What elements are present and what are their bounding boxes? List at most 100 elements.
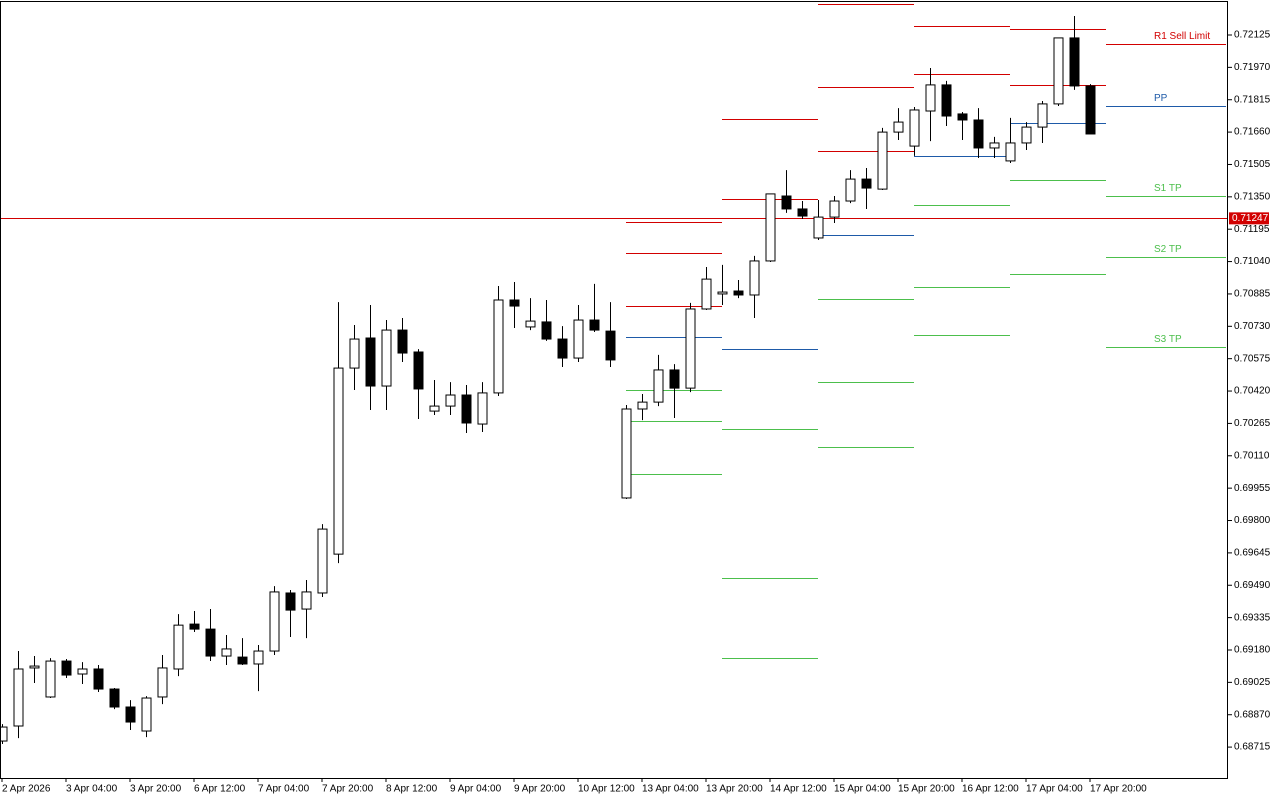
candle-body (1069, 37, 1080, 87)
candle-body (509, 299, 520, 307)
pivot-label: S2 TP (1154, 244, 1182, 255)
candle-body (1053, 37, 1064, 105)
candle-body (1085, 85, 1096, 135)
candle-body (349, 338, 360, 369)
candle-body (269, 591, 280, 652)
candle-body (77, 668, 88, 675)
y-tick-label: 0.69955 (1234, 483, 1271, 494)
candle-body (93, 668, 104, 690)
candle-body (45, 660, 56, 698)
y-tick-label: 0.70575 (1234, 353, 1271, 364)
candle-body (877, 131, 888, 190)
x-tick-label: 13 Apr 04:00 (642, 784, 699, 795)
candle-body (861, 178, 872, 189)
candle-body (1021, 126, 1032, 144)
candle-body (1, 726, 8, 742)
candle-body (157, 667, 168, 698)
candle-body (141, 697, 152, 732)
x-tick-label: 9 Apr 04:00 (450, 784, 502, 795)
candle-body (29, 665, 40, 669)
candle-body (109, 688, 120, 708)
plot-frame (0, 1, 1228, 779)
candle-body (909, 109, 920, 147)
candle-body (445, 394, 456, 407)
y-tick-label: 0.70420 (1234, 386, 1271, 397)
candle-body (541, 321, 552, 340)
candle-body (669, 369, 680, 389)
candle-body (653, 369, 664, 403)
candle-body (781, 195, 792, 210)
candle-body (717, 291, 728, 295)
x-tick-label: 15 Apr 20:00 (898, 784, 955, 795)
x-tick-label: 13 Apr 20:00 (706, 784, 763, 795)
candle-body (701, 278, 712, 310)
candle-body (253, 650, 264, 665)
x-tick-label: 7 Apr 04:00 (258, 784, 310, 795)
y-tick-label: 0.70730 (1234, 321, 1271, 332)
candle-body (61, 660, 72, 676)
candle-body (13, 668, 24, 727)
candle-body (829, 200, 840, 218)
candle-body (189, 623, 200, 630)
x-tick-label: 3 Apr 04:00 (66, 784, 118, 795)
x-tick-label: 8 Apr 12:00 (386, 784, 438, 795)
x-tick-label: 2 Apr 2026 (2, 784, 51, 795)
candle-body (333, 367, 344, 555)
candle-body (461, 394, 472, 424)
y-tick-label: 0.69025 (1234, 677, 1271, 688)
pivot-label: PP (1154, 93, 1168, 104)
candle-body (381, 329, 392, 387)
candle-body (765, 193, 776, 262)
candle-body (125, 706, 136, 723)
y-tick-label: 0.71815 (1234, 94, 1271, 105)
candle-body (893, 121, 904, 133)
candle-body (221, 648, 232, 657)
candle-body (477, 392, 488, 425)
candle-body (637, 401, 648, 410)
candle-body (813, 216, 824, 239)
plot-area: R1 Sell Limit PP S1 TP S2 TP S3 TP (1, 4, 1227, 744)
candle-body (621, 408, 632, 499)
x-tick-label: 17 Apr 20:00 (1090, 784, 1147, 795)
candle-body (973, 119, 984, 149)
candle-body (285, 592, 296, 611)
candle-body (749, 260, 760, 296)
candle-body (1005, 142, 1016, 162)
x-tick-label: 3 Apr 20:00 (130, 784, 182, 795)
y-tick-label: 0.68715 (1234, 742, 1271, 753)
y-tick-label: 0.70110 (1234, 450, 1270, 461)
candle-body (317, 528, 328, 594)
current-price-box (1229, 212, 1269, 225)
y-tick-label: 0.68870 (1234, 709, 1271, 720)
candle-body (685, 308, 696, 389)
x-tick-label: 17 Apr 04:00 (1026, 784, 1083, 795)
y-tick-label: 0.71040 (1234, 256, 1271, 267)
candle-body (605, 330, 616, 361)
y-tick-label: 0.69180 (1234, 645, 1271, 656)
candle-body (589, 319, 600, 331)
x-tick-label: 9 Apr 20:00 (514, 784, 566, 795)
x-tick-label: 16 Apr 12:00 (962, 784, 1019, 795)
x-tick-label: 10 Apr 12:00 (578, 784, 635, 795)
y-tick-label: 0.71970 (1234, 62, 1271, 73)
y-tick-label: 0.71505 (1234, 159, 1271, 170)
y-tick-label: 0.69645 (1234, 548, 1271, 559)
candle-body (365, 337, 376, 387)
pivot-label: S3 TP (1154, 334, 1182, 345)
y-tick-label: 0.69490 (1234, 580, 1271, 591)
y-tick-label: 0.71660 (1234, 127, 1271, 138)
candle-body (413, 351, 424, 390)
candle-body (237, 656, 248, 665)
pivot-label: S1 TP (1154, 183, 1182, 194)
candle-body (989, 142, 1000, 149)
candle-body (525, 320, 536, 328)
candle-body (845, 178, 856, 202)
y-tick-label: 0.69335 (1234, 612, 1271, 623)
y-tick-label: 0.70885 (1234, 289, 1271, 300)
candle-body (573, 319, 584, 359)
x-tick-label: 7 Apr 20:00 (322, 784, 374, 795)
pivot-label: R1 Sell Limit (1154, 31, 1210, 42)
y-tick-label: 0.72125 (1234, 30, 1271, 41)
